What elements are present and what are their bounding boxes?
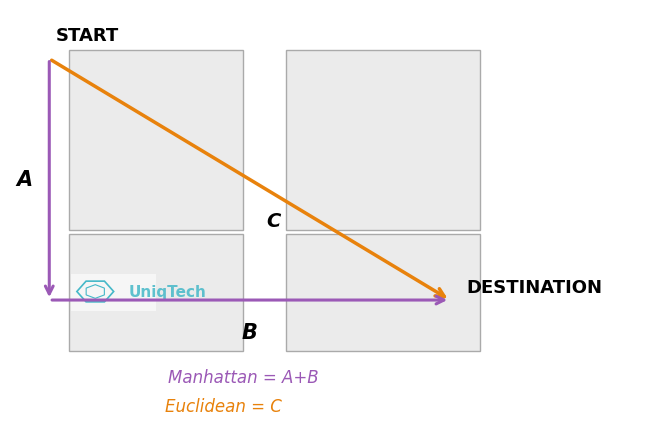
Bar <box>286 234 480 351</box>
Bar <box>69 51 243 230</box>
Text: Manhattan = A+B: Manhattan = A+B <box>168 368 319 386</box>
Text: START: START <box>56 27 119 45</box>
Bar <box>71 275 156 311</box>
Text: A: A <box>16 170 32 190</box>
Text: DESTINATION: DESTINATION <box>466 279 602 296</box>
Text: C: C <box>266 211 281 230</box>
Bar <box>69 234 243 351</box>
Text: Euclidean = C: Euclidean = C <box>165 397 282 414</box>
Text: UniqTech: UniqTech <box>129 284 206 299</box>
Text: B: B <box>242 322 258 342</box>
Bar <box>286 51 480 230</box>
